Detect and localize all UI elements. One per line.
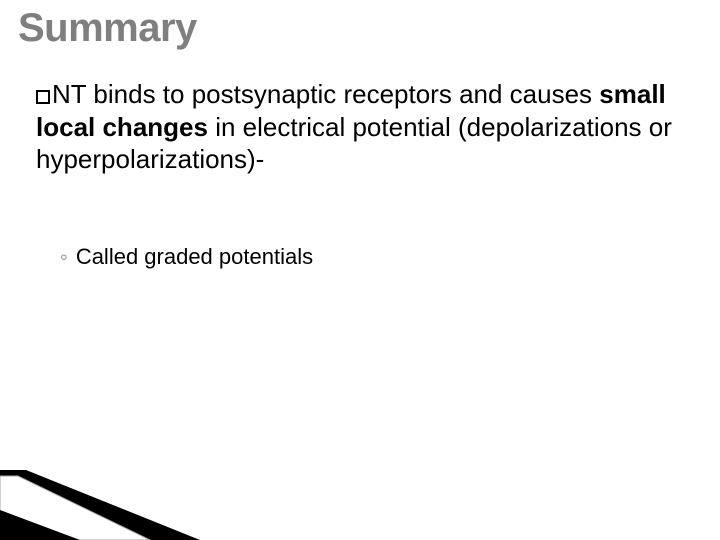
main-bullet: NT binds to postsynaptic receptors and c… <box>36 78 680 176</box>
corner-decoration-icon <box>0 470 240 540</box>
bullet-prefix: NT <box>52 79 86 109</box>
bullet-square-icon <box>36 90 50 104</box>
sub-bullet-marker-icon: ◦ <box>60 244 68 269</box>
slide: { "title": { "text": "Summary", "color":… <box>0 0 720 540</box>
slide-title: Summary <box>18 6 197 51</box>
sub-bullet: ◦ Called graded potentials <box>60 244 680 270</box>
sub-bullet-text: Called graded potentials <box>76 244 313 269</box>
bullet-seg1: binds to postsynaptic receptors and caus… <box>86 79 599 109</box>
